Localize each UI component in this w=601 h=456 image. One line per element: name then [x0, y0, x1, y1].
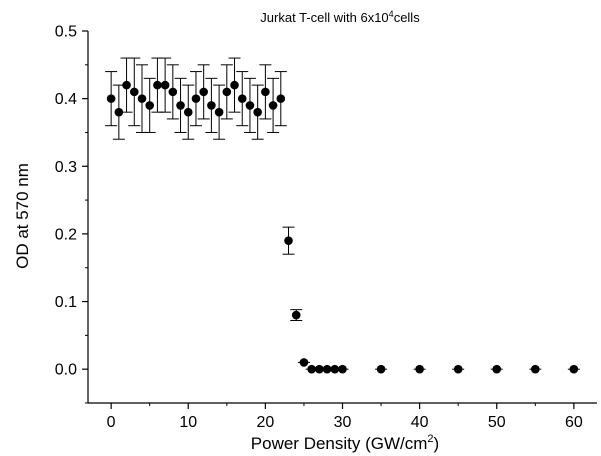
data-point: [191, 94, 201, 103]
data-point: [160, 80, 170, 90]
chart-title-superscript: 4: [389, 9, 394, 19]
data-point: [415, 364, 424, 374]
x-axis-label-prefix: Power Density (GW/cm: [251, 434, 428, 453]
data-point: [376, 364, 386, 374]
data-point: [129, 87, 139, 97]
data-point: [230, 80, 239, 90]
x-tick-label: 20: [256, 414, 274, 431]
y-tick-label: 0.3: [55, 159, 77, 176]
data-point: [199, 87, 208, 97]
data-point: [106, 94, 116, 103]
y-tick-label: 0.2: [55, 226, 77, 243]
data-point: [338, 364, 347, 374]
data-point: [214, 107, 224, 117]
x-tick-label: 0: [107, 414, 116, 431]
data-point: [276, 94, 286, 103]
data-point: [307, 364, 316, 374]
x-tick-label: 10: [179, 414, 197, 431]
data-point: [315, 364, 324, 374]
data-point: [284, 236, 293, 245]
y-tick-label: 0.5: [55, 24, 77, 41]
data-point: [176, 101, 185, 110]
data-point: [207, 101, 216, 110]
y-tick-label: 0.0: [55, 362, 77, 379]
chart-title: Jurkat T-cell with 6x104cells: [260, 9, 420, 25]
data-points: [106, 80, 579, 374]
data-point: [153, 80, 162, 90]
data-point: [492, 364, 502, 374]
x-axis-label-suffix: ): [434, 434, 440, 453]
data-point: [137, 94, 147, 103]
data-point: [222, 87, 232, 97]
data-point: [268, 101, 278, 110]
x-axis-ticks: 0 10 20 30 40 50 60: [107, 403, 583, 431]
chart-title-suffix: cells: [394, 10, 421, 25]
x-tick-label: 50: [488, 414, 506, 431]
y-tick-label: 0.1: [55, 294, 77, 311]
data-point: [531, 364, 540, 374]
x-tick-label: 40: [411, 414, 429, 431]
data-point: [569, 364, 579, 374]
data-point: [291, 310, 301, 320]
data-point: [245, 101, 255, 110]
data-point: [183, 107, 193, 117]
data-point: [299, 358, 309, 367]
data-point: [122, 80, 131, 90]
y-axis-ticks: 0.0 0.1 0.2 0.3 0.4 0.5: [55, 24, 88, 404]
chart-title-prefix: Jurkat T-cell with 6x10: [260, 10, 388, 25]
x-tick-label: 30: [334, 414, 352, 431]
data-point: [114, 107, 124, 117]
data-point: [253, 107, 262, 117]
x-axis-label: Power Density (GW/cm2): [251, 433, 439, 453]
x-axis-label-superscript: 2: [427, 433, 433, 445]
x-tick-label: 60: [565, 414, 583, 431]
y-tick-label: 0.4: [55, 91, 77, 108]
data-point: [261, 87, 270, 97]
y-axis-label: OD at 570 nm: [13, 163, 32, 269]
data-point: [237, 94, 247, 103]
data-point: [168, 87, 178, 97]
data-point: [330, 364, 340, 374]
data-point: [145, 101, 154, 110]
data-point: [322, 364, 332, 374]
data-point: [453, 364, 463, 374]
